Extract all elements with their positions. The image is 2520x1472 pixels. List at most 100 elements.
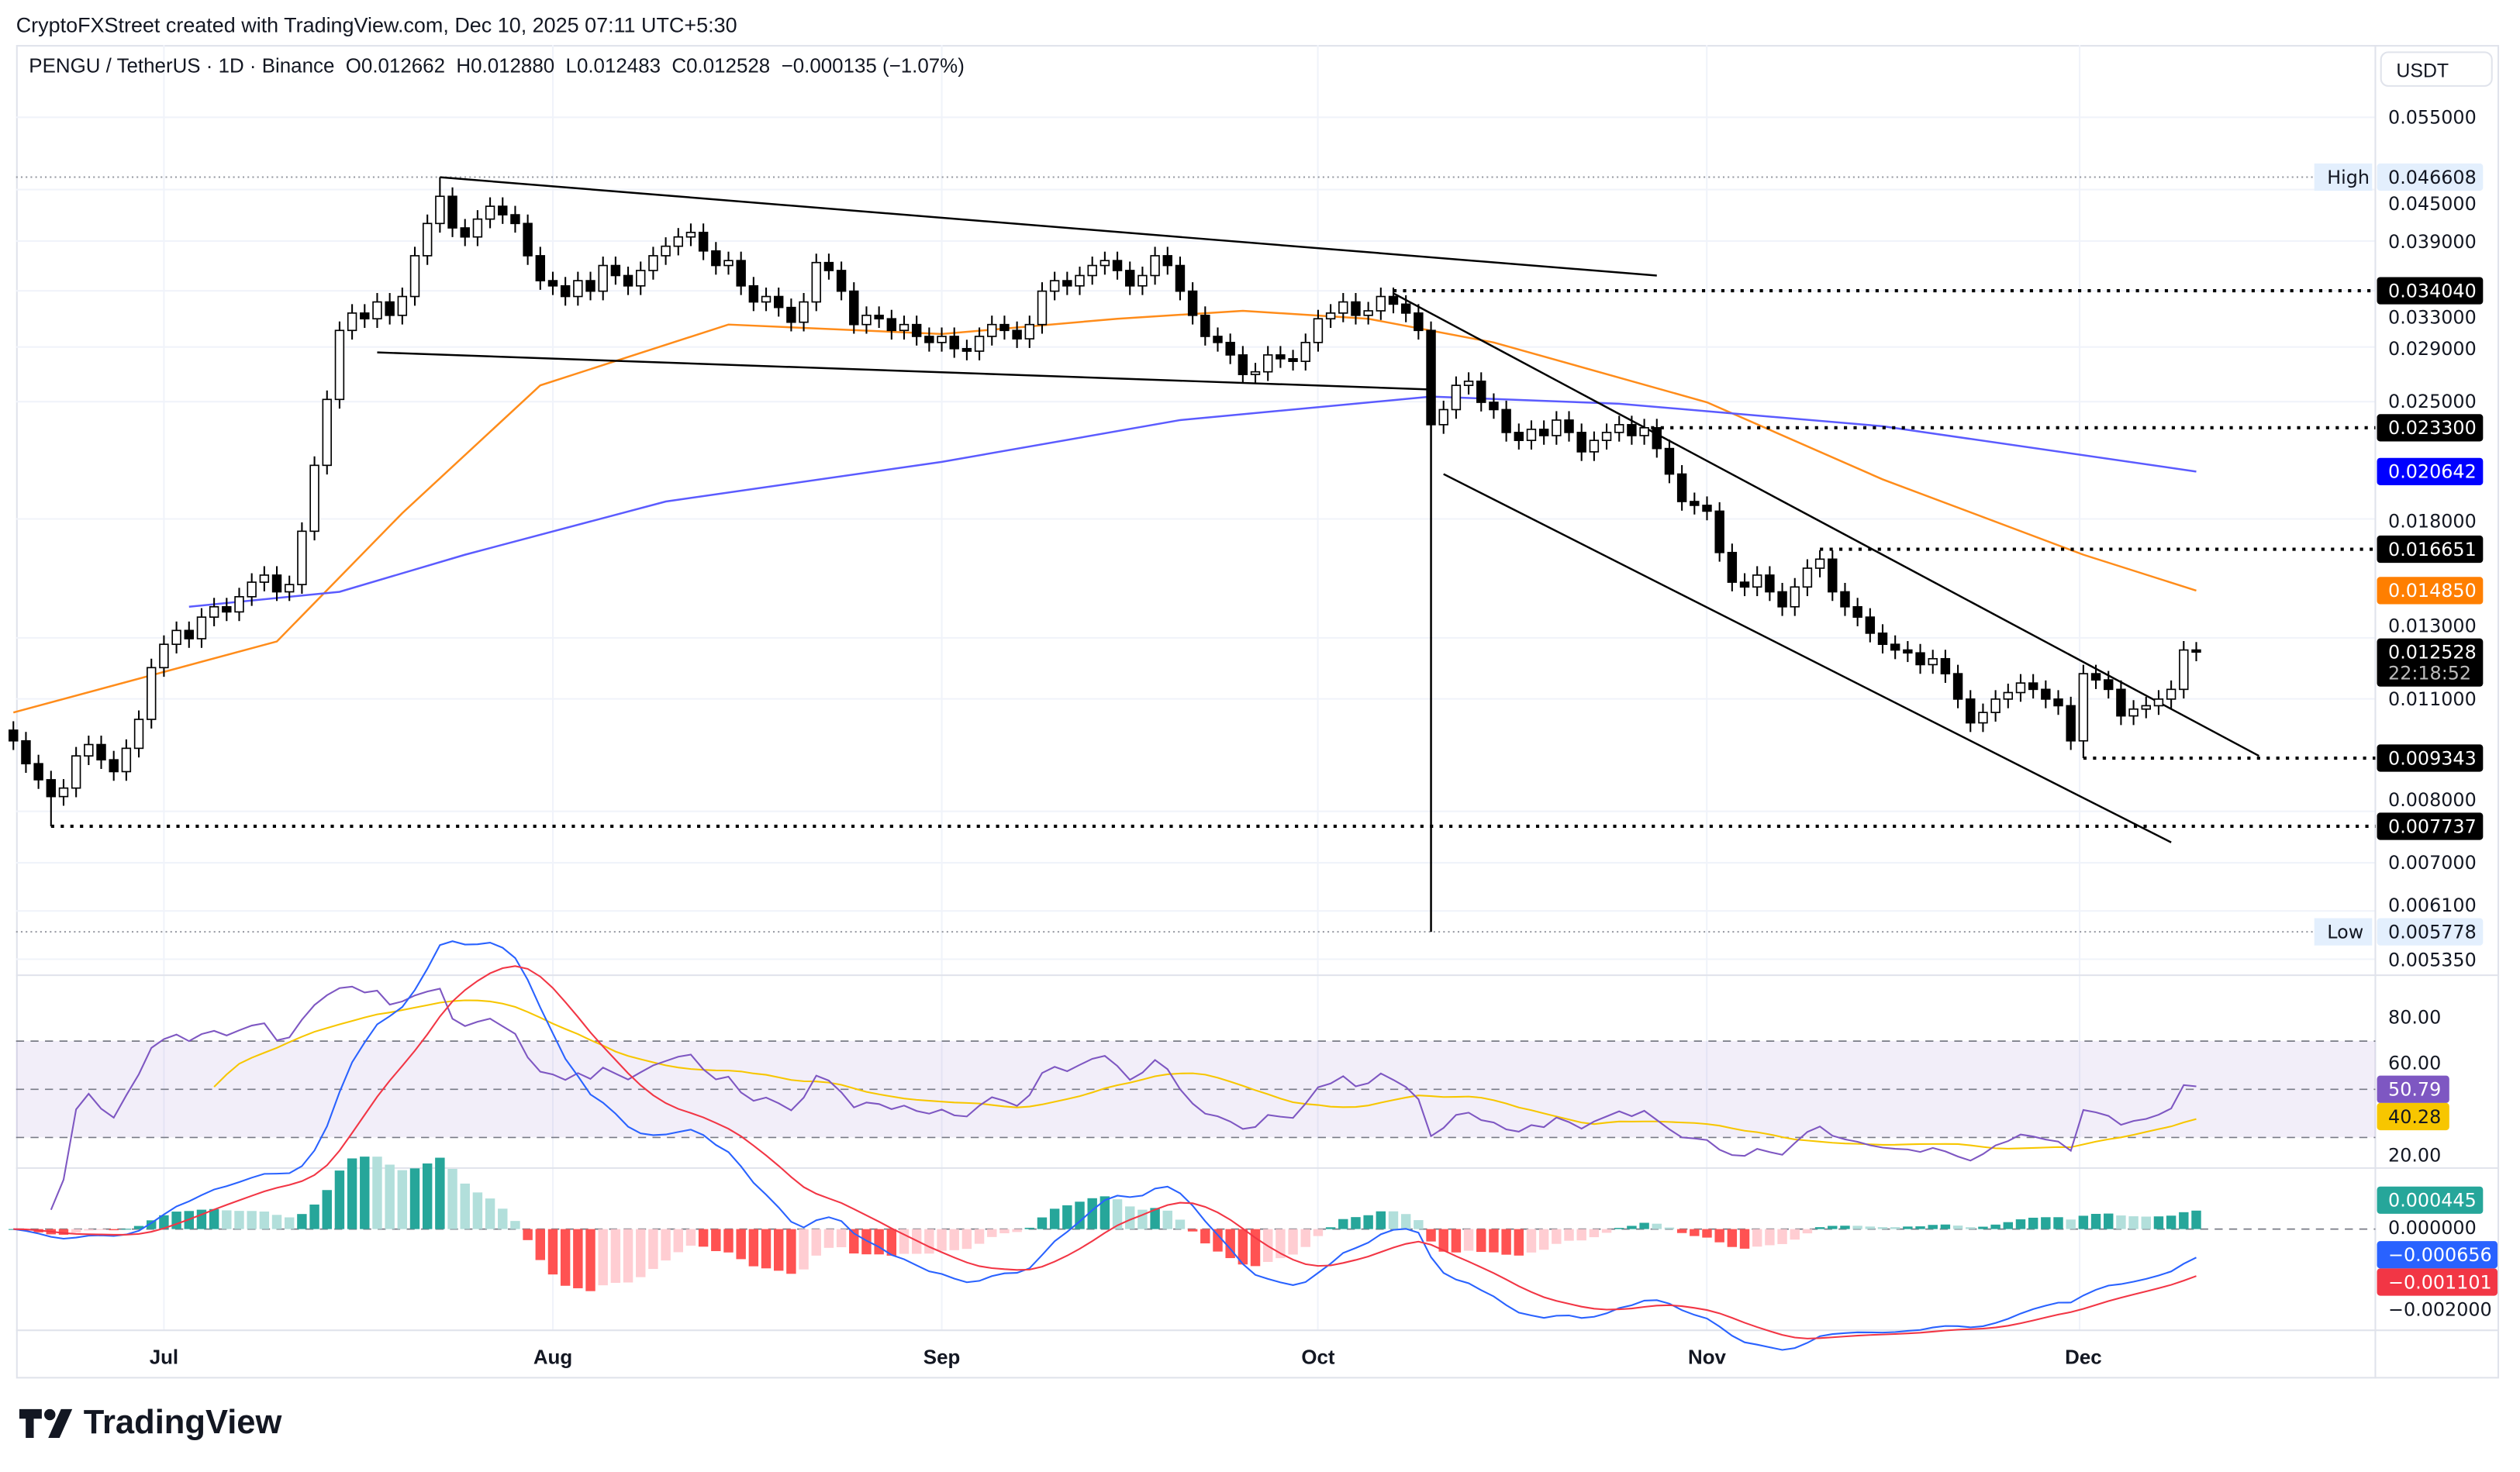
candle-body (1489, 402, 1499, 411)
macd-histogram-bar (171, 1212, 181, 1229)
macd-histogram-bar (58, 1229, 69, 1235)
candle-body (385, 301, 395, 316)
sma50-line (12, 309, 2197, 714)
macd-histogram-bar (460, 1183, 470, 1229)
time-axis-label: Aug (533, 1347, 572, 1369)
candle-body (849, 290, 859, 326)
macd-histogram-bar (2116, 1215, 2126, 1229)
candle-body (84, 743, 94, 757)
price-tag-bg (2377, 414, 2484, 442)
macd-histogram-bar (1338, 1219, 1348, 1229)
macd-histogram-bar (987, 1229, 997, 1237)
macd-histogram-bar (974, 1229, 985, 1244)
candle-body (284, 584, 295, 593)
macd-histogram-bar (661, 1229, 671, 1261)
price-axis-label: 0.018000 (2388, 511, 2477, 533)
price-tag-value: 0.016651 (2388, 539, 2477, 560)
candle-body (322, 398, 332, 467)
macd-histogram-bar (397, 1170, 408, 1229)
candle-body (1702, 505, 1712, 512)
candle-body (1601, 432, 1612, 441)
macd-histogram-bar (435, 1157, 445, 1229)
macd-histogram-bar (447, 1168, 457, 1229)
price-tag-bg (2377, 277, 2484, 305)
macd-histogram-bar (1952, 1226, 1963, 1229)
price-axis-label: 0.011000 (2388, 688, 2477, 710)
price-tag-label-bg (2314, 918, 2373, 946)
macd-histogram-bar (498, 1208, 508, 1229)
candle-body (1087, 264, 1097, 277)
macd-histogram-bar (1137, 1209, 1148, 1229)
macd-histogram-bar (1840, 1226, 1850, 1229)
macd-histogram-bar (1702, 1229, 1712, 1238)
macd-histogram-bar (1112, 1199, 1123, 1229)
candle-body (1112, 260, 1123, 271)
candle-body (397, 295, 408, 316)
candle-body (1765, 574, 1775, 593)
rsi-tag-value: 40.28 (2388, 1106, 2441, 1128)
macd-histogram-bar (861, 1229, 872, 1255)
candle-body (9, 729, 19, 742)
candle-body (1865, 616, 1876, 634)
macd-histogram-bar (1075, 1201, 1085, 1229)
currency-button[interactable]: USDT (2380, 51, 2493, 87)
candle-body (836, 270, 847, 292)
candle-body (1564, 419, 1574, 433)
candle-body (698, 231, 709, 252)
price-tag-value: 0.014850 (2388, 580, 2477, 602)
candle-body (121, 747, 132, 773)
price-axis-label: 0.039000 (2388, 231, 2477, 253)
macd-histogram-bar (422, 1163, 433, 1229)
macd-histogram-bar (1526, 1229, 1537, 1253)
candle-body (1150, 255, 1160, 277)
candle-body (1438, 409, 1448, 426)
macd-histogram-bar (560, 1229, 571, 1286)
price-tag-bg (2377, 812, 2484, 840)
candle-body (510, 214, 520, 225)
candle-body (811, 261, 821, 303)
price-tag-value: 0.005778 (2388, 921, 2477, 943)
macd-histogram-bar (510, 1221, 520, 1229)
candle-body (1627, 424, 1637, 436)
candle-body (547, 280, 558, 287)
candle-body (886, 318, 897, 332)
macd-histogram-bar (284, 1217, 295, 1229)
candle-body (535, 255, 546, 281)
candle-body (334, 329, 345, 401)
macd-axis-label: −0.002000 (2388, 1299, 2492, 1321)
macd-histogram-bar (1538, 1229, 1549, 1250)
macd-histogram-bar (1238, 1229, 1248, 1265)
candle-body (171, 629, 181, 646)
trendline (440, 176, 1657, 277)
price-axis-label: 0.029000 (2388, 338, 2477, 360)
macd-histogram-bar (598, 1229, 608, 1286)
macd-histogram-bar (999, 1229, 1010, 1233)
macd-histogram-bar (1890, 1227, 1900, 1229)
macd-histogram-bar (1852, 1226, 1862, 1229)
candle-body (648, 255, 658, 271)
candle-body (1752, 574, 1762, 588)
price-tag-value: 0.012528 (2388, 642, 2477, 664)
macd-histogram-bar (648, 1229, 658, 1270)
macd-histogram-bar (1351, 1217, 1361, 1229)
macd-histogram-bar (1175, 1219, 1186, 1229)
candle-body (924, 336, 934, 343)
macd-histogram-bar (736, 1229, 746, 1260)
time-axis-label: Jul (150, 1347, 178, 1369)
macd-histogram-bar (698, 1229, 709, 1247)
candle-body (623, 274, 633, 287)
candle-body (823, 261, 834, 271)
candle-body (2141, 705, 2151, 710)
macd-histogram-bar (610, 1229, 621, 1283)
candle-body (498, 205, 508, 215)
candle-body (937, 336, 947, 343)
candle-body (1175, 264, 1186, 292)
macd-histogram-bar (1877, 1227, 1888, 1229)
macd-line (13, 940, 2197, 1351)
candle-body (1049, 280, 1060, 292)
macd-histogram-bar (2078, 1215, 2089, 1229)
macd-histogram-bar (1300, 1229, 1310, 1247)
macd-histogram-bar (159, 1215, 169, 1229)
candle-body (1802, 567, 1813, 588)
